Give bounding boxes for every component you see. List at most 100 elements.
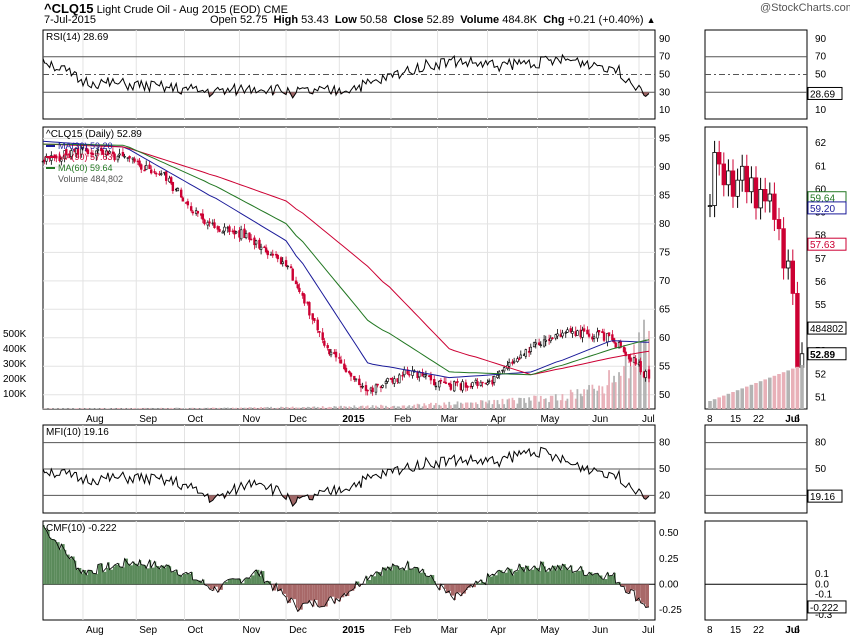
candle-body [607,332,611,337]
candle-body [90,152,93,154]
cmf-bar [122,567,125,585]
cmf-bar [201,582,203,585]
close-value: 52.89 [426,14,455,26]
volume-bar [528,397,531,409]
zoom-candle-body [790,260,795,294]
candle-body [298,287,301,293]
volume-bar [639,342,642,409]
cmf-bar [49,537,52,585]
cmf-bar [87,570,92,585]
candle-body [281,261,284,264]
cmf-bar [322,584,325,607]
cmf-bar [61,544,65,585]
volume-bar [576,389,579,409]
cmf-bar [477,583,481,585]
mfi-tick-label: 20 [659,490,671,501]
volume-bar [140,408,143,409]
low-value: 50.58 [359,14,388,26]
cmf-bar [97,564,102,585]
cmf-bar [604,579,608,585]
zoom-value-tag [807,347,847,361]
volume-bar [171,408,174,409]
candle-body [611,334,614,341]
cmf-bar [227,579,230,585]
volume-bar [643,319,645,409]
cmf-bar [422,569,425,585]
candle-body [349,373,353,377]
candle-body [647,369,651,379]
volume-bar [591,384,594,409]
candle-body [393,378,396,384]
ma90-line [42,143,650,376]
zoom-cmf-tick-label: 0.0 [815,579,829,590]
candle-body [571,331,574,334]
zoom-tick-label: 22 [753,414,765,425]
candle-body [444,382,448,384]
volume-bar [53,408,56,409]
volume-bar [371,405,374,409]
volume-bar [539,395,542,409]
cmf-bar [339,584,342,602]
candle-body [384,381,388,385]
cmf-bar [592,575,595,585]
cmf-bar [407,561,410,585]
volume-bar [608,370,610,409]
volume-bar [168,408,171,409]
cmf-bar [454,584,456,600]
cmf-bar [159,568,162,585]
volume-bar [333,406,336,409]
candle-body [556,333,559,337]
zoom-candle-body [726,170,731,186]
volume-bar [248,407,251,409]
volume-bar [353,405,356,409]
candle-body [323,340,326,346]
zoom-candle-body [786,260,791,269]
ma60-line [42,143,650,376]
volume-bar [376,406,379,409]
cmf-bar [639,584,641,598]
zoom-price-tick-label: 56 [815,277,827,288]
cmf-bar [430,575,435,585]
cmf-bar [281,584,283,589]
volume-bar [513,400,516,409]
zoom-volume-bar [754,383,758,409]
volume-bar [263,407,266,409]
candle-body [502,367,506,372]
zoom-candle-body [740,165,745,181]
month-tick-label: Aug [86,625,104,636]
volume-bar [366,405,369,409]
volume-bar [285,406,287,409]
cmf-bar [460,584,463,596]
cmf-bar [504,572,508,585]
zoom-value-label: 59.64 [810,194,835,205]
cmf-bar [266,581,268,585]
candle-body [223,226,226,232]
volume-bar [548,402,551,409]
candle-body [364,385,368,391]
legend-entry: MA(90) 57.63 [58,152,113,162]
candle-body [208,221,211,224]
cmf-bar [64,549,67,585]
zoom-volume-bar [768,377,772,409]
candle-body [634,358,637,365]
cmf-bar [462,584,466,594]
volume-bar [619,375,622,409]
volume-bar [396,406,399,409]
zoom-cmf-tick-label: -0.3 [815,610,833,621]
cmf-bar [101,563,103,585]
cmf-bar [234,578,237,585]
cmf-bar [344,584,346,594]
cmf-bar [207,584,210,587]
price-tick-label: 80 [659,219,671,230]
watermark: @StockCharts.com [760,2,850,14]
zoom-candle-body [758,189,763,209]
chart-symbol-line: ^CLQ15 Light Crude Oil - Aug 2015 (EOD) … [44,1,288,16]
cmf-bar [176,569,178,585]
volume-bar [588,385,590,409]
up-arrow-icon: ▲ [646,15,656,25]
candle-body [449,384,453,390]
cmf-bar [472,584,476,588]
candle-body [176,188,180,192]
legend-entry: MA(60) 59.64 [58,163,113,173]
zoom-value-tag [807,237,847,251]
